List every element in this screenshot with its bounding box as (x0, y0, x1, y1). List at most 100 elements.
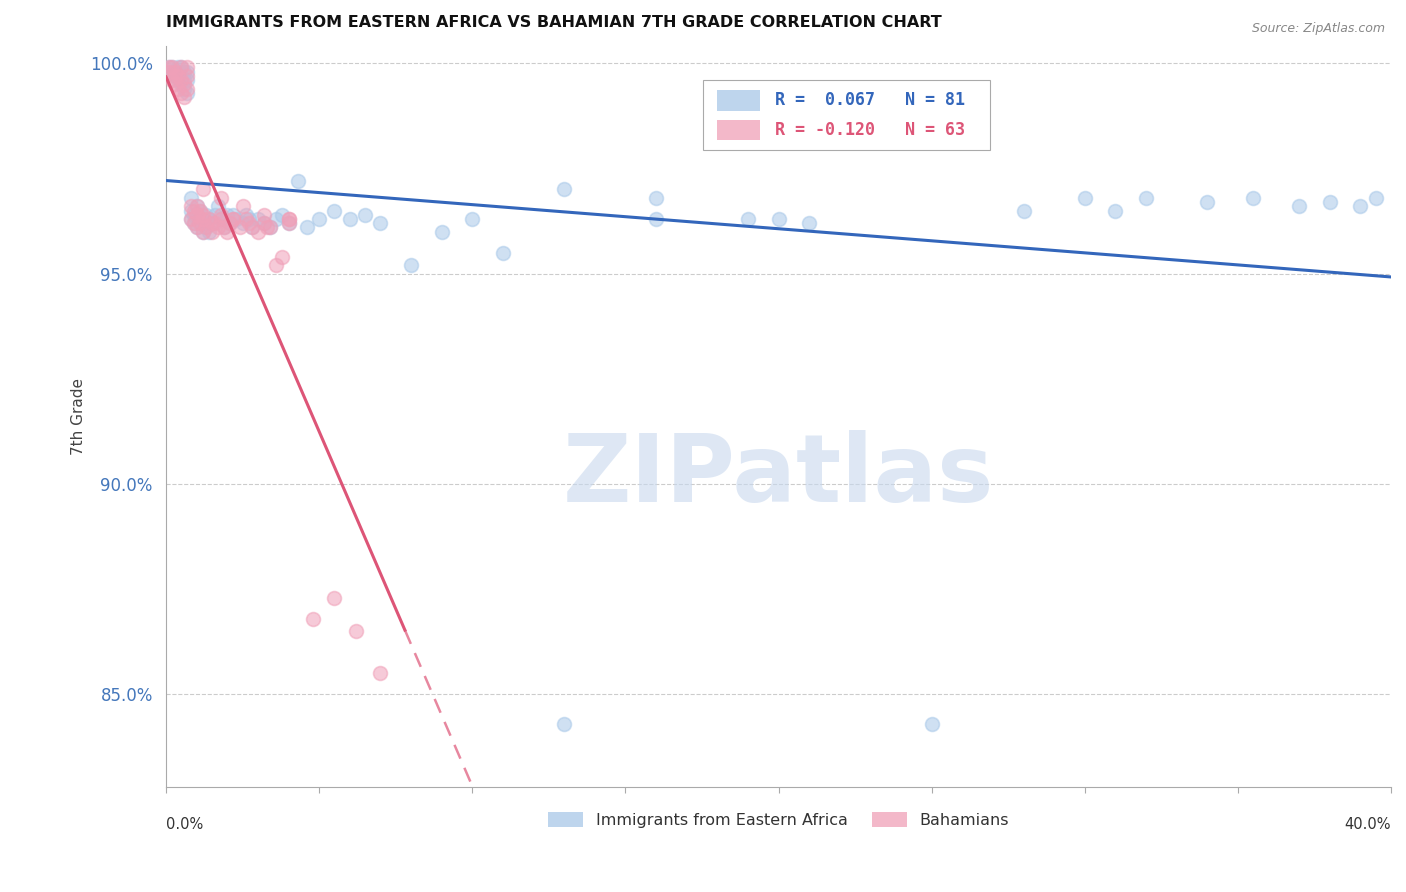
Point (191, 211, 214, 226)
Point (1288, 199, 1310, 213)
Point (165, 78, 187, 92)
Point (323, 591, 346, 605)
Point (217, 225, 239, 239)
Point (194, 220, 217, 235)
Point (173, 78, 195, 92)
Text: IMMIGRANTS FROM EASTERN AFRICA VS BAHAMIAN 7TH GRADE CORRELATION CHART: IMMIGRANTS FROM EASTERN AFRICA VS BAHAMI… (166, 15, 942, 30)
Point (207, 220, 229, 235)
Point (222, 211, 245, 226)
Point (271, 208, 294, 222)
Point (209, 191, 232, 205)
Point (194, 220, 217, 235)
Bar (717, 90, 761, 111)
Text: R = -0.120   N = 63: R = -0.120 N = 63 (775, 121, 965, 139)
Point (207, 199, 229, 213)
Point (201, 216, 224, 230)
Point (553, 716, 575, 731)
Point (176, 81, 198, 95)
Point (160, 73, 183, 87)
Point (768, 211, 790, 226)
Point (201, 216, 224, 230)
Point (167, 81, 190, 95)
Point (246, 211, 269, 226)
Point (209, 211, 232, 226)
Point (399, 258, 422, 272)
Text: Source: ZipAtlas.com: Source: ZipAtlas.com (1251, 22, 1385, 36)
Point (370, 666, 392, 681)
Point (186, 211, 208, 226)
Point (194, 208, 217, 222)
Point (232, 199, 254, 213)
Point (170, 78, 193, 92)
Point (238, 211, 260, 226)
Point (219, 216, 242, 230)
Point (191, 211, 214, 226)
Point (253, 216, 276, 230)
Point (167, 61, 190, 75)
Point (354, 208, 377, 222)
Point (645, 211, 668, 226)
Point (228, 220, 250, 235)
Point (209, 211, 232, 226)
Point (160, 61, 183, 75)
Point (323, 203, 346, 218)
Point (266, 258, 288, 272)
Point (176, 73, 198, 87)
Point (212, 220, 235, 235)
Point (277, 211, 299, 226)
Point (191, 225, 214, 239)
Point (1319, 195, 1341, 210)
Point (167, 64, 190, 78)
Point (430, 225, 453, 239)
Point (170, 86, 193, 100)
Point (176, 61, 198, 75)
Point (737, 211, 759, 226)
Point (170, 73, 193, 87)
Point (232, 216, 254, 230)
Point (160, 64, 183, 78)
Point (167, 69, 190, 83)
Point (302, 611, 325, 625)
Point (222, 211, 245, 226)
Point (191, 225, 214, 239)
Point (219, 216, 242, 230)
FancyBboxPatch shape (703, 79, 990, 150)
Point (492, 245, 515, 260)
Point (921, 716, 943, 731)
Text: 0.0%: 0.0% (166, 817, 204, 832)
Point (209, 208, 232, 222)
Point (256, 220, 278, 235)
Point (165, 64, 187, 78)
Point (180, 199, 202, 213)
Point (186, 220, 208, 235)
Point (186, 208, 208, 222)
Point (204, 208, 226, 222)
Point (240, 220, 263, 235)
Point (170, 61, 193, 75)
Point (173, 90, 195, 104)
Point (201, 225, 224, 239)
Point (339, 211, 361, 226)
Point (157, 61, 180, 75)
Point (253, 216, 276, 230)
Point (170, 69, 193, 83)
Point (277, 216, 299, 230)
Point (180, 211, 202, 226)
Point (645, 191, 668, 205)
Point (287, 174, 309, 188)
Point (176, 86, 198, 100)
Point (186, 199, 208, 213)
Point (157, 64, 180, 78)
Point (259, 220, 281, 235)
Text: R =  0.067   N = 81: R = 0.067 N = 81 (775, 92, 965, 110)
Legend: Immigrants from Eastern Africa, Bahamians: Immigrants from Eastern Africa, Bahamian… (541, 805, 1015, 834)
Y-axis label: 7th Grade: 7th Grade (72, 378, 86, 455)
Point (259, 220, 281, 235)
Point (240, 220, 263, 235)
Point (271, 250, 294, 264)
Point (165, 69, 187, 83)
Point (188, 203, 211, 218)
Point (173, 81, 195, 95)
Text: 40.0%: 40.0% (1344, 817, 1391, 832)
Point (191, 208, 214, 222)
